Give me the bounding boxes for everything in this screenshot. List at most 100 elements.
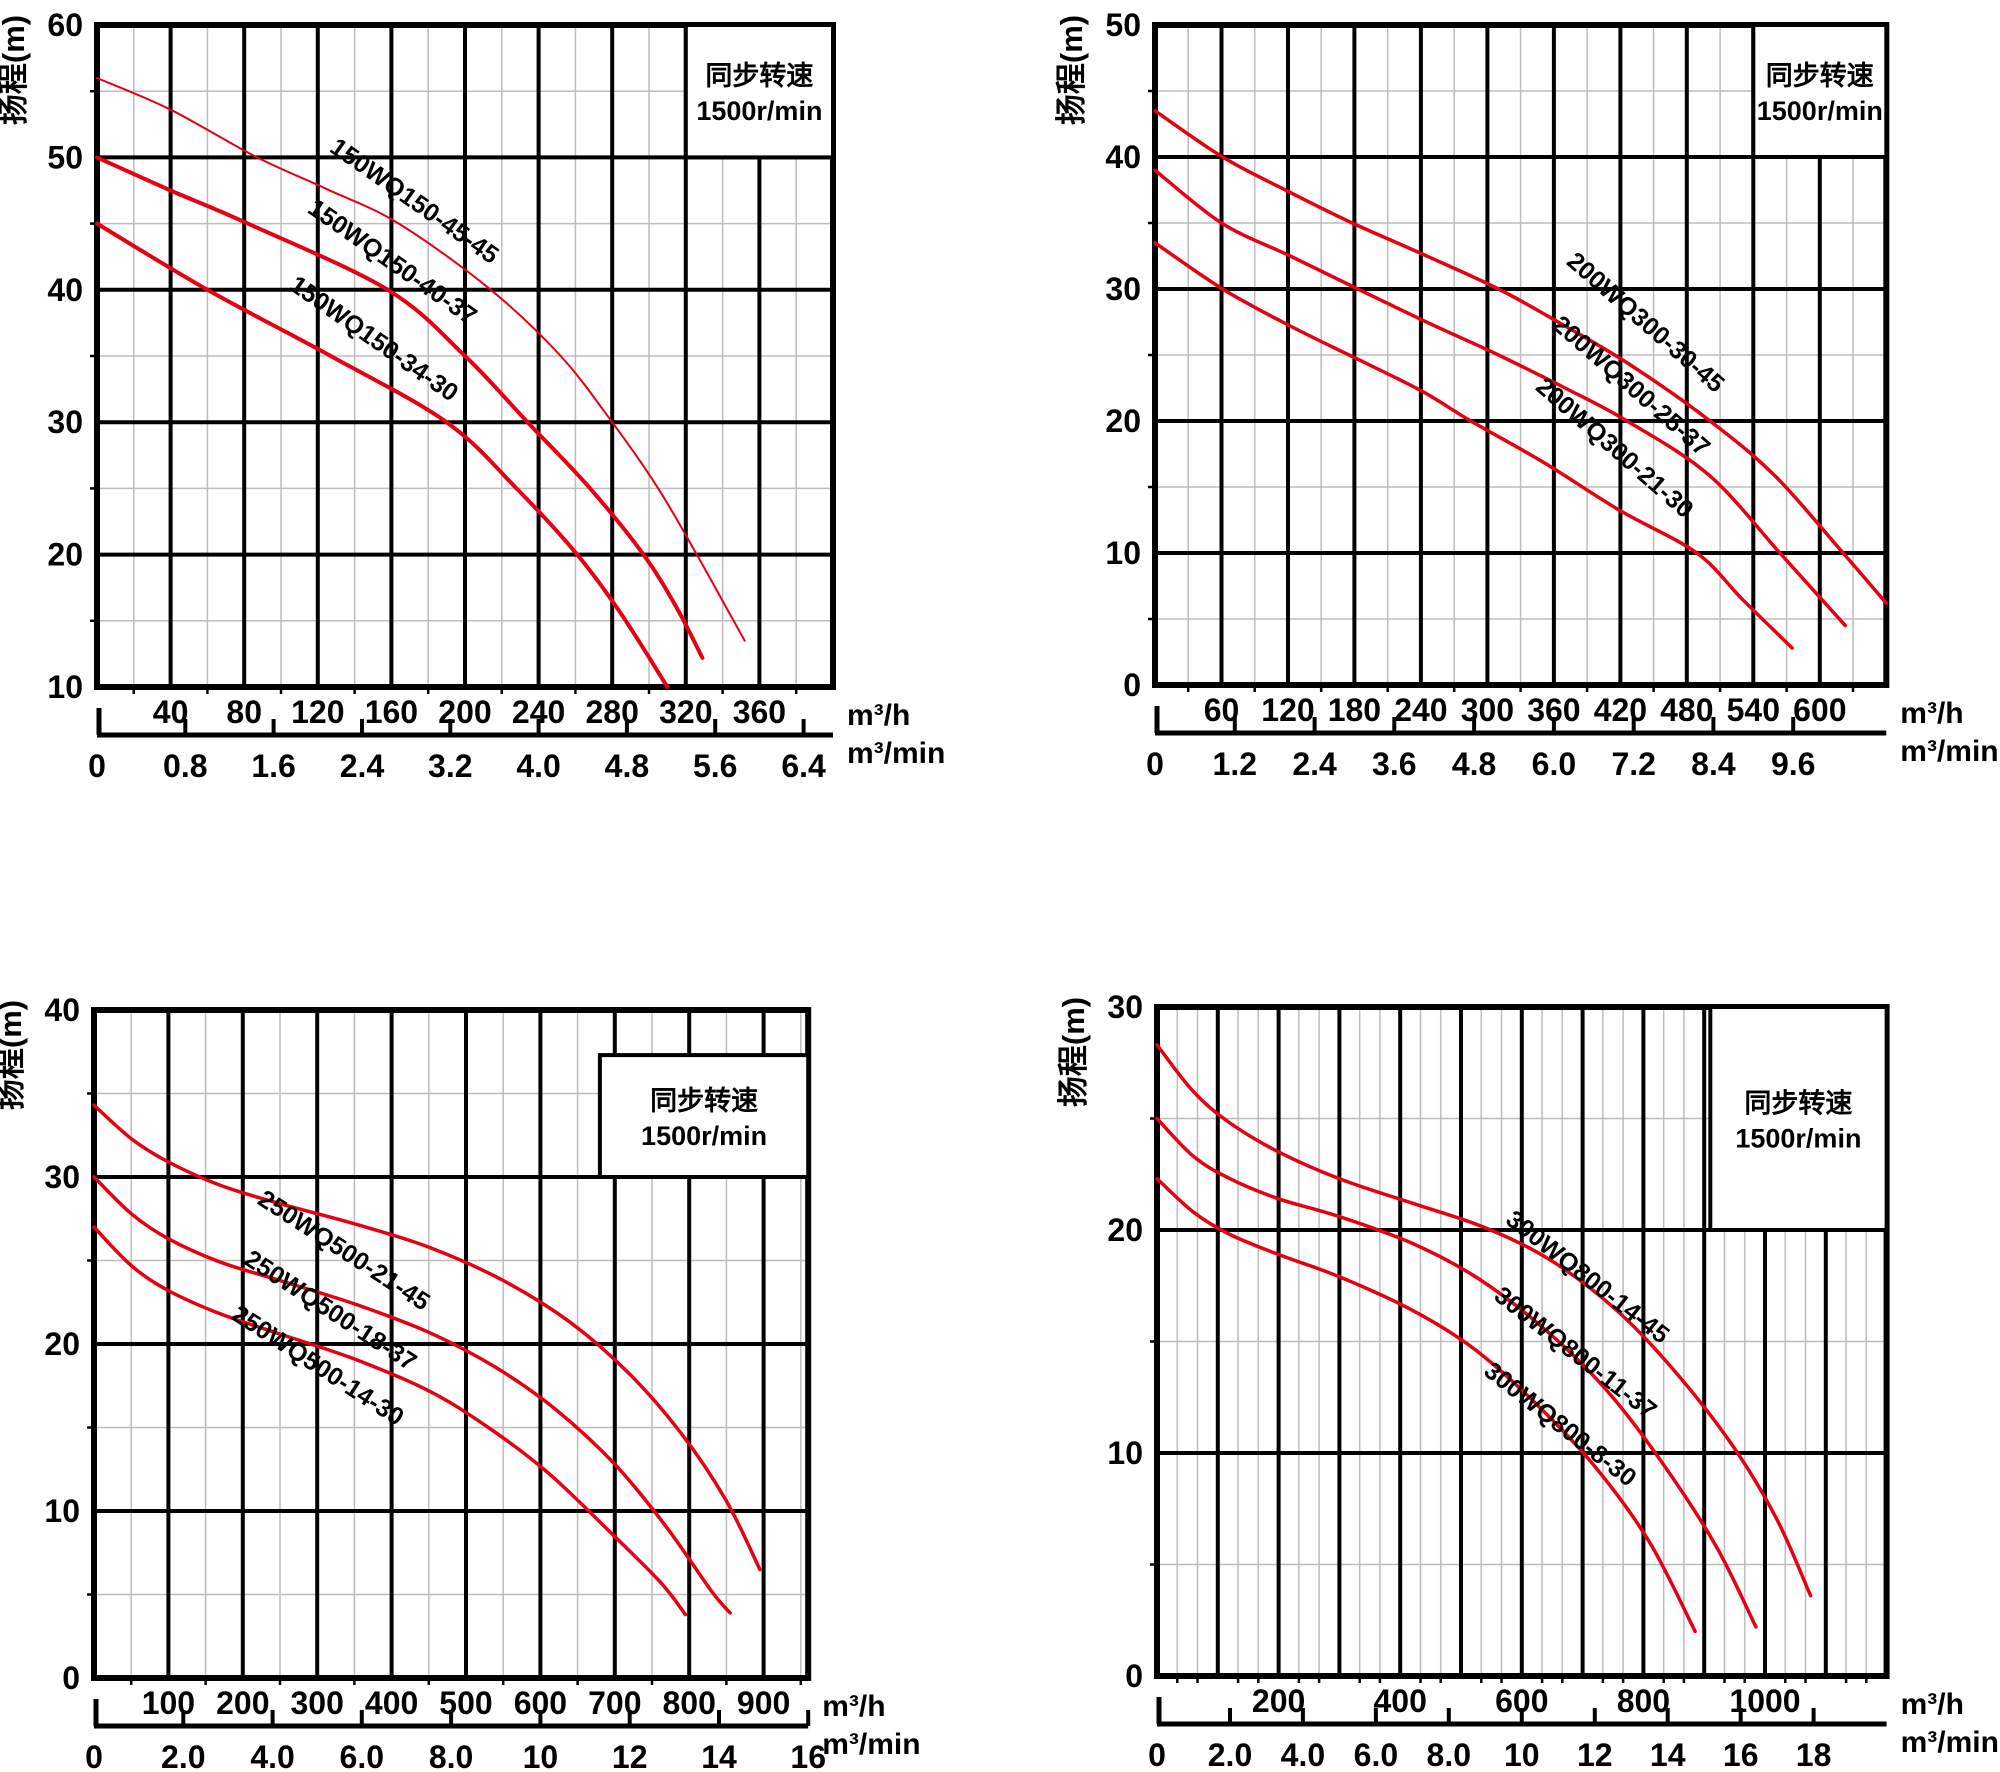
curves: [1155, 1043, 1813, 1634]
legend-box: [1751, 23, 1889, 159]
curve-300WQ800-8-30: [1155, 1176, 1697, 1634]
x-tick-label-m3min: 10: [523, 1739, 559, 1772]
x-tick-label-m3h: 800: [663, 1685, 716, 1721]
unit-label-m3h: m³/h: [822, 1690, 885, 1723]
unit-label-m3h: m³/h: [847, 699, 910, 732]
x-tick-label-m3h: 400: [365, 1685, 418, 1721]
unit-label-m3min: m³/min: [1901, 1726, 1999, 1759]
x-tick-label-m3h: 200: [1252, 1683, 1305, 1719]
curve-250WQ500-21-45: [92, 1103, 762, 1572]
legend-sync-speed-text: 同步转速: [1744, 1089, 1852, 1119]
legend-sync-speed-text: 同步转速: [1766, 61, 1874, 91]
x-tick-label-m3min: 4.0: [1281, 1737, 1325, 1772]
y-tick-label: 20: [44, 1326, 80, 1362]
x-tick-label-m3min: 7.2: [1611, 746, 1655, 782]
unit-label-m3h: m³/h: [1900, 697, 1963, 730]
x-tick-label-m3min: 8.0: [1427, 1737, 1471, 1772]
y-tick-label: 0: [62, 1660, 80, 1696]
x-tick-label-m3min: 9.6: [1771, 746, 1815, 782]
x-tick-label-m3h: 700: [588, 1685, 641, 1721]
x-tick-label-m3h: 480: [1660, 692, 1713, 728]
x-tick-label-m3h: 180: [1328, 692, 1381, 728]
legend-box: [683, 23, 835, 160]
m3min-ruler: 0 2.0 4.0 6.0 8.0 10 12 14 16 18: [1148, 1697, 1887, 1772]
y-tick-label: 20: [1107, 1212, 1143, 1248]
x-tick-label-m3h: 200: [216, 1685, 269, 1721]
curve-300WQ800-14-45: [1155, 1043, 1813, 1598]
x-axis-m3h-labels: 40 80 120 160 200 240 280 320 360: [153, 694, 786, 730]
m3min-ruler: 0 2.0 4.0 6.0 8.0 10 12 14 16: [85, 1699, 826, 1772]
curve-250WQ500-18-37: [92, 1175, 732, 1615]
x-tick-label-m3min: 16: [1723, 1737, 1759, 1772]
unit-label-m3min: m³/min: [822, 1728, 920, 1761]
x-tick-label-m3min: 12: [612, 1739, 648, 1772]
x-tick-label-m3min: 5.6: [693, 748, 737, 784]
x-tick-label-m3min: 4.0: [516, 748, 560, 784]
x-tick-label-m3h: 300: [1461, 692, 1514, 728]
x-tick-label-m3min: 2.0: [161, 1739, 205, 1772]
curve-200WQ300-25-37: [1153, 168, 1848, 628]
y-tick-label: 10: [47, 669, 83, 705]
plot-frame: [94, 22, 836, 690]
x-tick-label-m3h: 500: [439, 1685, 492, 1721]
x-tick-label-m3h: 420: [1594, 692, 1647, 728]
x-tick-label-m3min: 1.2: [1213, 746, 1257, 782]
y-tick-label: 0: [1123, 667, 1141, 703]
unit-label-m3h: m³/h: [1901, 1688, 1964, 1721]
legend-box: [1708, 1005, 1889, 1232]
x-tick-label-m3h: 40: [153, 694, 189, 730]
x-tick-label-m3h: 80: [226, 694, 262, 730]
legend-sync-speed-text: 同步转速: [650, 1086, 758, 1116]
x-tick-label-m3min: 2.0: [1208, 1737, 1252, 1772]
x-tick-label-m3min: 6.0: [340, 1739, 384, 1772]
x-tick-label-m3min: 4.8: [605, 748, 649, 784]
x-axis-m3h-labels: 100 200 300 400 500 600 700 800 900: [142, 1685, 791, 1721]
x-tick-label-m3min: 6.0: [1354, 1737, 1398, 1772]
y-axis-title: 扬程(m): [0, 15, 31, 125]
legend-rpm-text: 1500r/min: [696, 96, 822, 126]
x-tick-label-m3h: 160: [365, 694, 418, 730]
x-tick-label-m3min: 4.8: [1452, 746, 1496, 782]
x-tick-label-m3min: 4.0: [250, 1739, 294, 1772]
unit-label-m3min: m³/min: [847, 737, 945, 770]
x-tick-label-m3min: 1.6: [251, 748, 295, 784]
x-tick-label-m3h: 200: [438, 694, 491, 730]
curve-300WQ800-11-37: [1155, 1116, 1758, 1629]
x-tick-label-m3h: 900: [737, 1685, 790, 1721]
x-tick-label-m3min: 8.0: [429, 1739, 473, 1772]
y-tick-label: 10: [44, 1493, 80, 1529]
curve-200WQ300-21-30: [1153, 241, 1794, 650]
y-axis-labels: 60 50 40 30 20 10: [47, 7, 83, 705]
x-tick-label-m3h: 800: [1617, 1683, 1670, 1719]
plot-frame: [1154, 1004, 1890, 1679]
x-tick-label-m3h: 600: [1793, 692, 1846, 728]
x-tick-label-m3min: 2.4: [1292, 746, 1337, 782]
legend-box: [597, 1053, 811, 1179]
x-tick-label-m3min: 6.4: [781, 748, 826, 784]
legend-rpm-text: 1500r/min: [1757, 96, 1883, 126]
x-tick-label-m3min: 2.4: [340, 748, 385, 784]
x-tick-label-m3h: 100: [142, 1685, 195, 1721]
y-axis-title: 扬程(m): [0, 1000, 28, 1110]
x-axis-m3h-labels: 60 120 180 240 300 360 420 480 540 600: [1204, 692, 1847, 728]
y-tick-label: 10: [1107, 1435, 1143, 1471]
curve-200WQ300-30-45: [1153, 109, 1889, 605]
x-tick-label-m3h: 320: [659, 694, 712, 730]
legend-rpm-text: 1500r/min: [641, 1121, 767, 1151]
y-tick-label: 60: [47, 7, 83, 43]
y-tick-label: 0: [1125, 1658, 1143, 1694]
y-tick-label: 20: [1105, 403, 1141, 439]
x-tick-label-m3min: 12: [1577, 1737, 1613, 1772]
y-tick-label: 40: [1105, 139, 1141, 175]
x-tick-label-m3min: 0: [1148, 1737, 1166, 1772]
y-tick-label: 30: [44, 1159, 80, 1195]
x-tick-label-m3min: 14: [1650, 1737, 1686, 1772]
major-grid: [97, 25, 833, 687]
y-axis-labels: 40 30 20 10 0: [44, 992, 80, 1696]
legend-sync-speed-text: 同步转速: [705, 61, 813, 91]
y-tick-label: 20: [47, 537, 83, 573]
y-tick-label: 30: [1107, 989, 1143, 1025]
y-tick-label: 40: [44, 992, 80, 1028]
